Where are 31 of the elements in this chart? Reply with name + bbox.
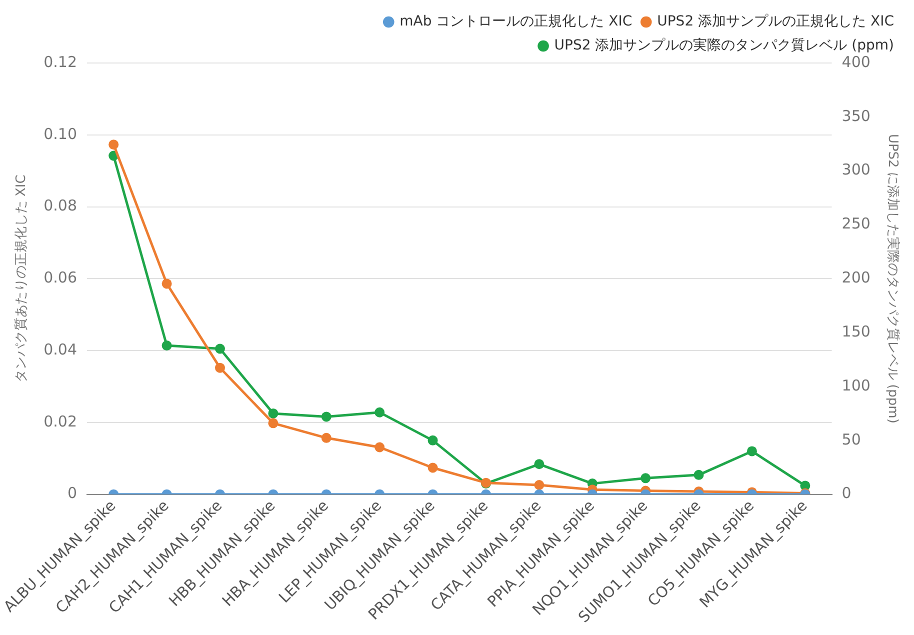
point	[694, 470, 704, 480]
y2-tick-label: 50	[842, 430, 861, 448]
legend-label: mAb コントロールの正規化した XIC	[400, 14, 632, 30]
y-tick-label: 0.02	[44, 412, 77, 430]
y2-tick-label: 350	[842, 106, 870, 125]
y2-tick-label: 250	[842, 214, 870, 233]
y2-tick-label: 300	[842, 160, 870, 179]
y-tick-label: 0	[67, 484, 77, 502]
point	[321, 412, 332, 422]
y2-tick-label: 0	[842, 484, 852, 502]
y2-axis-title: UPS2 に添加した実際のタンパク質レベル (ppm)	[884, 134, 901, 424]
y-tick-label: 0.08	[44, 196, 77, 215]
point	[428, 435, 438, 446]
point	[534, 459, 544, 470]
y-axis-title: タンパク質あたりの正規化した XIC	[14, 174, 30, 383]
y-tick-label: 0.12	[44, 52, 77, 71]
y2-tick-label: 100	[842, 376, 870, 394]
y-tick-label: 0.04	[44, 340, 77, 358]
y-tick-label: 0.10	[44, 124, 77, 143]
point	[162, 340, 172, 351]
y2-tick-label: 200	[842, 268, 870, 287]
point	[374, 407, 385, 418]
y-tick-label: 0.06	[44, 268, 77, 287]
point	[268, 408, 278, 418]
point	[640, 473, 651, 484]
legend-label: UPS2 添加サンプルの実際のタンパク質レベル (ppm)	[554, 38, 894, 54]
point	[746, 446, 757, 456]
legend-label: UPS2 添加サンプルの正規化した XIC	[657, 14, 894, 30]
y2-tick-label: 400	[842, 52, 870, 71]
y2-tick-label: 150	[842, 322, 870, 340]
point	[214, 344, 225, 354]
